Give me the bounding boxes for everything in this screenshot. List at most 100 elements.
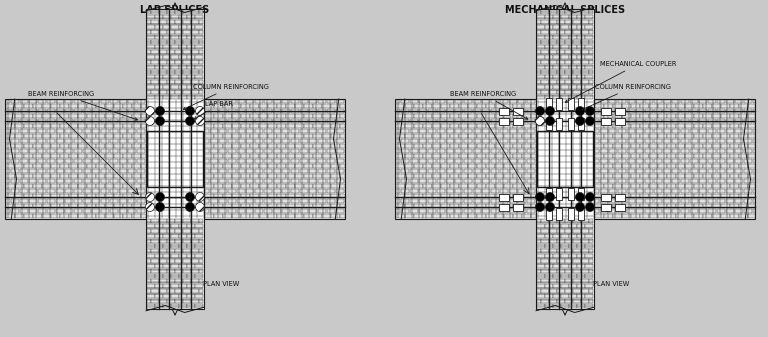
Bar xyxy=(127,128,136,133)
Circle shape xyxy=(186,117,194,125)
Bar xyxy=(227,179,236,183)
Bar xyxy=(545,14,552,19)
Bar xyxy=(565,60,572,64)
Bar xyxy=(179,74,187,79)
Bar xyxy=(28,149,37,153)
Bar xyxy=(195,34,203,39)
Bar xyxy=(78,103,87,108)
Bar xyxy=(187,253,194,258)
Bar xyxy=(147,80,151,84)
Bar xyxy=(232,144,240,148)
Bar xyxy=(595,139,599,143)
Bar xyxy=(577,44,584,49)
Bar xyxy=(147,223,154,228)
Bar xyxy=(595,158,599,163)
Bar xyxy=(482,198,490,203)
Bar xyxy=(214,174,223,178)
Bar xyxy=(24,144,32,148)
Bar xyxy=(640,123,648,128)
Bar xyxy=(545,264,552,268)
Bar xyxy=(589,20,593,24)
Bar xyxy=(167,30,174,34)
Bar xyxy=(545,25,552,29)
Bar xyxy=(227,198,236,203)
Bar xyxy=(585,234,592,238)
Bar xyxy=(24,184,32,188)
Bar xyxy=(227,158,236,163)
Bar xyxy=(96,204,104,208)
Circle shape xyxy=(155,203,164,212)
Bar xyxy=(685,123,694,128)
Bar xyxy=(409,198,418,203)
Bar xyxy=(622,204,631,208)
Bar xyxy=(680,198,689,203)
Bar xyxy=(557,228,564,233)
Bar xyxy=(400,158,409,163)
Bar xyxy=(199,30,203,34)
Bar xyxy=(290,139,299,143)
Bar xyxy=(300,158,308,163)
Bar xyxy=(644,198,653,203)
Bar xyxy=(259,153,267,158)
Bar xyxy=(19,158,28,163)
Bar xyxy=(227,128,236,133)
Bar xyxy=(331,144,339,148)
Bar xyxy=(254,158,263,163)
Bar xyxy=(743,209,752,213)
Bar xyxy=(286,204,294,208)
Bar xyxy=(699,158,707,163)
Bar xyxy=(561,85,568,89)
Bar xyxy=(508,209,517,213)
Bar xyxy=(277,204,286,208)
Bar xyxy=(549,60,557,64)
Bar xyxy=(707,179,716,183)
Bar xyxy=(159,90,167,94)
Bar xyxy=(557,30,564,34)
Bar xyxy=(577,223,584,228)
Bar xyxy=(753,119,755,123)
Bar xyxy=(191,299,198,303)
Bar xyxy=(141,163,146,168)
Bar xyxy=(477,174,485,178)
Bar xyxy=(317,100,326,103)
Bar xyxy=(721,103,730,108)
Bar xyxy=(468,103,476,108)
Bar xyxy=(694,193,703,198)
Bar xyxy=(175,39,183,44)
Bar xyxy=(175,258,183,263)
Bar xyxy=(600,128,608,133)
Bar xyxy=(241,153,250,158)
Bar xyxy=(600,139,608,143)
Bar xyxy=(6,168,10,173)
Bar xyxy=(396,193,405,198)
Bar xyxy=(414,153,422,158)
Bar xyxy=(537,10,541,14)
Bar xyxy=(445,188,454,193)
Bar xyxy=(631,214,640,218)
Bar xyxy=(690,149,698,153)
Bar xyxy=(38,179,46,183)
Bar xyxy=(33,214,41,218)
Bar xyxy=(508,100,517,103)
Bar xyxy=(187,223,194,228)
Bar xyxy=(223,103,231,108)
Bar xyxy=(179,264,187,268)
Bar xyxy=(707,109,716,113)
Bar xyxy=(175,20,183,24)
Bar xyxy=(557,50,564,54)
Bar xyxy=(482,119,490,123)
Bar xyxy=(671,188,680,193)
Bar xyxy=(518,109,526,113)
Bar xyxy=(703,163,711,168)
Bar xyxy=(163,94,170,99)
Bar xyxy=(589,258,593,263)
Bar xyxy=(195,64,203,69)
Bar xyxy=(556,98,562,110)
Bar xyxy=(87,163,95,168)
Bar xyxy=(199,90,203,94)
Bar xyxy=(78,163,87,168)
Bar xyxy=(159,39,167,44)
Bar xyxy=(167,248,174,253)
Bar xyxy=(286,163,294,168)
Bar xyxy=(69,184,78,188)
